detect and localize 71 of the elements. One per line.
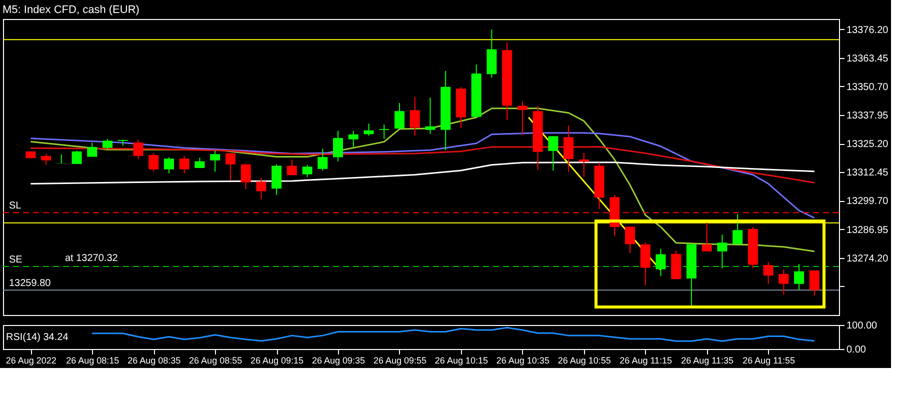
candlestick	[732, 214, 743, 244]
candlestick	[87, 142, 98, 158]
candlestick	[778, 269, 789, 296]
candlestick	[240, 163, 251, 190]
x-tick-label: 26 Aug 08:15	[66, 356, 120, 366]
y-tick-label: 13337.95	[846, 110, 889, 122]
x-tick-label: 26 Aug 11:35	[681, 356, 734, 366]
x-tick-label: 26 Aug 09:15	[250, 356, 304, 366]
ref-line-label: SE	[9, 254, 23, 266]
candlestick	[702, 221, 712, 252]
y-tick-label: 13350.70	[846, 82, 889, 93]
y-tick-label: 0.00	[846, 344, 866, 356]
candlestick	[286, 158, 297, 176]
candlestick	[794, 264, 804, 291]
x-tick-label: 26 Aug 10:15	[434, 356, 488, 366]
line-series	[30, 108, 816, 252]
candlestick	[379, 124, 390, 140]
candlestick	[809, 270, 820, 296]
candlestick	[41, 153, 52, 166]
y-tick-label: 13312.45	[846, 168, 889, 179]
chart-title: M5: Index CFD, cash (EUR)	[2, 4, 140, 16]
y-tick-label: 13363.45	[846, 53, 889, 64]
candlestick	[625, 226, 635, 254]
candlestick	[548, 136, 558, 172]
x-tick-label: 26 Aug 11:15	[620, 356, 672, 366]
candlestick	[72, 150, 82, 164]
x-tick-label: 26 Aug 10:35	[496, 356, 550, 366]
candlestick	[133, 139, 144, 160]
candlestick	[164, 156, 174, 174]
candlestick	[179, 155, 190, 174]
ref-line-label: SL	[9, 200, 22, 212]
candlestick	[302, 164, 312, 178]
line-series	[30, 146, 816, 184]
candlestick	[56, 154, 66, 164]
x-tick-label: 26 Aug 08:55	[189, 356, 242, 366]
y-tick-label: 13274.20	[846, 253, 889, 264]
candlestick	[102, 138, 112, 150]
candlestick	[410, 96, 420, 136]
candlestick	[148, 152, 159, 172]
candlestick	[210, 150, 220, 172]
x-tick-label: 26 Aug 11:55	[742, 356, 796, 366]
y-tick-label: 13325.20	[846, 139, 889, 150]
annotation: at 13270.32	[65, 253, 118, 264]
x-tick-label: 26 Aug 09:55	[373, 356, 427, 366]
x-tick-label: 26 Aug 09:35	[312, 356, 366, 366]
candlestick	[333, 130, 344, 162]
y-tick-label: 100.00	[846, 320, 878, 332]
candlestick	[394, 102, 404, 130]
candlestick	[517, 100, 528, 136]
text: RSI(14) 34.24	[6, 332, 69, 343]
x-tick-label: 26 Aug 2022	[6, 356, 56, 366]
candlestick	[318, 148, 328, 172]
candlestick	[364, 123, 374, 136]
y-tick-label: 13286.95	[846, 224, 889, 236]
candlestick	[640, 242, 650, 286]
candlestick	[763, 261, 774, 284]
y-tick-label: 13299.70	[846, 196, 889, 208]
candlestick	[425, 97, 436, 134]
candlestick	[656, 248, 666, 277]
candlestick	[717, 234, 728, 269]
candlestick	[256, 177, 266, 200]
x-tick-label: 26 Aug 10:55	[558, 356, 611, 366]
line-series	[30, 132, 816, 219]
candlestick	[272, 164, 282, 196]
candlestick	[564, 124, 574, 172]
y-tick-label: 13376.20	[846, 24, 889, 36]
line-series	[91, 326, 816, 342]
candlestick	[225, 152, 236, 182]
candlestick	[348, 130, 358, 148]
ref-line-label: 13259.80	[9, 278, 52, 290]
x-tick-label: 26 Aug 08:35	[128, 356, 181, 366]
